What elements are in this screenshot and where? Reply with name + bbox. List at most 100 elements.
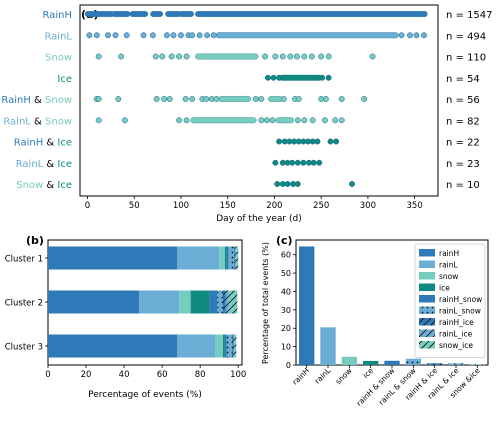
event-point bbox=[310, 159, 317, 166]
stack-segment bbox=[226, 246, 229, 270]
panel-a-x-axis: 0 50 100 150 200 250 300 350 bbox=[85, 196, 423, 211]
stack-segment bbox=[215, 334, 223, 358]
panel-a-rows: RainH n = 1547 RainL n = 494 Snow n = 110 Ice n… bbox=[1, 10, 492, 191]
event-point bbox=[189, 96, 196, 102]
stack-segment bbox=[177, 246, 220, 270]
event-point bbox=[258, 96, 265, 102]
event-point bbox=[161, 96, 168, 102]
row-label-part: & bbox=[43, 138, 57, 149]
row-label-part: RainL bbox=[3, 116, 31, 127]
event-cluster bbox=[84, 11, 114, 17]
event-point bbox=[95, 53, 102, 60]
event-point bbox=[308, 53, 315, 60]
event-point bbox=[294, 159, 301, 166]
row-count: n = 110 bbox=[446, 53, 486, 64]
event-point bbox=[332, 117, 339, 124]
event-point bbox=[95, 96, 102, 102]
stack-segment bbox=[139, 290, 180, 314]
row-label: Snow & Ice bbox=[16, 180, 72, 191]
event-row: RainH & Ice n = 22 bbox=[14, 138, 480, 149]
bar bbox=[298, 246, 315, 365]
event-point bbox=[338, 117, 345, 124]
y-tick-label: 60 bbox=[281, 251, 291, 260]
panel-b-bars: Cluster 1 Cluster 2 Cluster 3 bbox=[5, 246, 239, 358]
event-point bbox=[318, 53, 325, 60]
stack-segment bbox=[222, 334, 225, 358]
event-point bbox=[140, 32, 147, 39]
stack-segment-dots bbox=[226, 334, 233, 358]
x-tick-label: 300 bbox=[360, 201, 376, 211]
event-point bbox=[159, 53, 166, 60]
bar bbox=[384, 360, 400, 365]
stack-segment bbox=[224, 246, 227, 270]
y-tick-label: 0 bbox=[286, 361, 291, 370]
event-point bbox=[153, 96, 160, 102]
event-point bbox=[176, 117, 183, 124]
row-label: Snow bbox=[45, 53, 72, 64]
event-point bbox=[276, 138, 283, 145]
event-point bbox=[264, 74, 271, 81]
row-count: n = 10 bbox=[446, 180, 480, 191]
event-point bbox=[115, 96, 122, 102]
x-tick-label: 0 bbox=[45, 370, 50, 380]
row-count: n = 82 bbox=[446, 116, 480, 127]
event-point bbox=[284, 181, 291, 187]
category-label: Cluster 3 bbox=[5, 343, 43, 353]
row-label-part: Snow bbox=[16, 180, 43, 191]
event-row: RainL n = 494 bbox=[44, 31, 486, 42]
x-tick-label: rainL bbox=[313, 365, 333, 385]
event-cluster bbox=[111, 11, 131, 17]
y-tick-label: 20 bbox=[281, 324, 291, 333]
row-label-part: Ice bbox=[57, 74, 72, 85]
row-label-part: RainL bbox=[44, 31, 72, 42]
event-point bbox=[301, 117, 308, 124]
row-label: RainL & Ice bbox=[16, 159, 72, 170]
panel-c-ylabel: Percentage of total events (%) bbox=[261, 242, 270, 364]
panel-b-axes: 0 20 40 60 80 100 bbox=[45, 365, 246, 380]
panel-c: (c) Percentage of total events (%) rainH… bbox=[261, 234, 489, 408]
row-label: RainH bbox=[43, 10, 73, 21]
row-label-part: & bbox=[43, 180, 57, 191]
x-tick-label: 350 bbox=[407, 201, 423, 211]
event-point bbox=[361, 96, 368, 102]
row-label-part: RainH bbox=[14, 138, 44, 149]
event-point bbox=[413, 32, 420, 39]
bar bbox=[320, 327, 336, 365]
event-point bbox=[95, 117, 102, 124]
event-point bbox=[168, 53, 175, 60]
event-point bbox=[189, 32, 196, 39]
panel-b-xlabel: Percentage of events (%) bbox=[88, 390, 202, 400]
row-label-part: Ice bbox=[57, 138, 72, 149]
event-cluster bbox=[150, 11, 164, 17]
panel-c-tag: (c) bbox=[276, 234, 293, 247]
bar bbox=[341, 356, 358, 365]
event-point bbox=[178, 32, 184, 39]
event-point bbox=[152, 53, 159, 60]
event-point bbox=[321, 117, 328, 124]
event-cluster bbox=[279, 74, 322, 81]
bar-dots bbox=[405, 358, 422, 365]
event-point bbox=[280, 96, 287, 102]
event-point bbox=[279, 53, 286, 60]
legend-label: rainL bbox=[439, 261, 459, 270]
row-count: n = 22 bbox=[446, 138, 480, 149]
event-point bbox=[118, 53, 125, 60]
event-cluster bbox=[178, 11, 194, 17]
stack-segment-hatch bbox=[233, 334, 235, 358]
row-label: RainH & Snow bbox=[1, 95, 72, 106]
event-point bbox=[272, 159, 279, 166]
bar-hatch bbox=[426, 363, 443, 365]
event-point bbox=[93, 32, 100, 39]
stack-segment bbox=[177, 334, 216, 358]
event-point bbox=[210, 32, 217, 39]
row-label-part: RainL bbox=[16, 159, 44, 170]
bar bbox=[362, 360, 379, 365]
event-point bbox=[112, 32, 119, 39]
stack-segment bbox=[209, 290, 218, 314]
stack-segment-hatch bbox=[222, 290, 226, 314]
event-point bbox=[325, 74, 332, 81]
event-cluster bbox=[129, 11, 149, 17]
row-label: RainL bbox=[44, 31, 72, 42]
y-tick-label: 40 bbox=[281, 287, 291, 296]
event-row: Ice n = 54 bbox=[57, 74, 479, 85]
